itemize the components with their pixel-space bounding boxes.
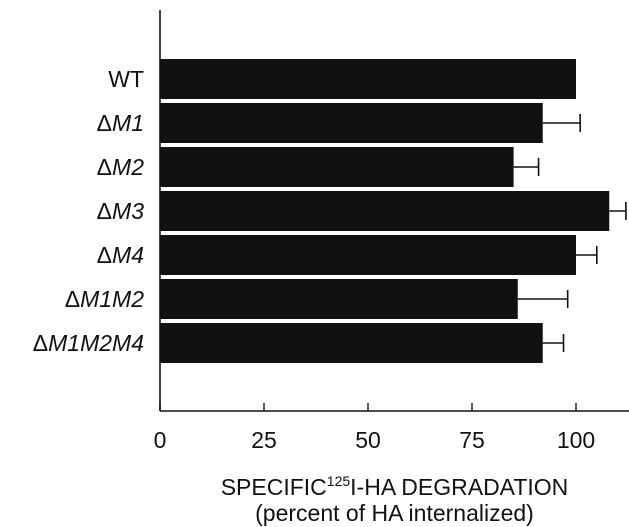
x-axis-title: SPECIFIC125I-HA DEGRADATION — [160, 474, 629, 500]
y-tick-label: ΔM1M2M4 — [33, 330, 144, 356]
y-tick-label: ΔM1M2 — [65, 286, 144, 312]
bar — [160, 323, 543, 363]
x-axis-subtitle: (percent of HA internalized) — [255, 500, 534, 526]
x-axis-title-suffix: I-HA DEGRADATION — [350, 474, 569, 500]
bar — [160, 191, 610, 231]
y-tick-label: ΔM2 — [97, 154, 145, 180]
x-tick-label: 0 — [154, 427, 167, 453]
y-tick-label: ΔM4 — [97, 242, 144, 268]
y-tick-label: ΔM3 — [97, 198, 145, 224]
y-tick-label: ΔM1 — [97, 110, 144, 136]
x-tick-label: 50 — [355, 427, 381, 453]
x-tick-label: 100 — [557, 427, 595, 453]
bar — [160, 147, 514, 187]
y-tick-label: WT — [108, 66, 144, 92]
x-tick-label: 25 — [251, 427, 277, 453]
x-axis-title-superscript: 125 — [326, 473, 351, 489]
bar — [160, 59, 576, 99]
x-axis-title-prefix: SPECIFIC — [220, 474, 327, 500]
bar — [160, 235, 576, 275]
bar — [160, 279, 518, 319]
bar — [160, 103, 543, 143]
x-tick-label: 75 — [459, 427, 485, 453]
